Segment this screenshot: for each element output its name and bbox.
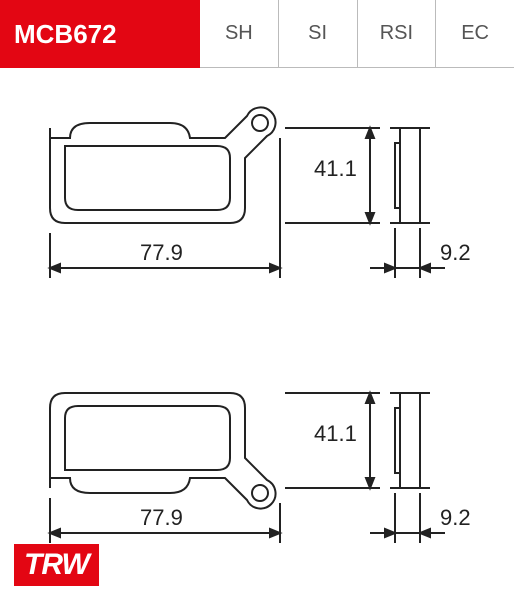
header-bar: MCB672 SH SI RSI EC [0,0,514,68]
tab-sh: SH [200,0,278,68]
product-diagram-card: MCB672 SH SI RSI EC [0,0,514,600]
dim-height-bottom: 41.1 [314,421,357,447]
tab-si: SI [278,0,357,68]
tab-rsi: RSI [357,0,436,68]
tab-ec: EC [435,0,514,68]
technical-drawing: 41.1 77.9 9.2 41.1 77.9 9.2 TRW [0,68,514,600]
dim-width-bottom: 77.9 [140,505,183,531]
part-number: MCB672 [0,0,200,68]
drawing-svg [0,68,514,600]
dim-thickness-bottom: 9.2 [440,505,471,531]
brand-logo: TRW [14,544,99,586]
variant-tabs: SH SI RSI EC [200,0,514,68]
dim-width-top: 77.9 [140,240,183,266]
dim-thickness-top: 9.2 [440,240,471,266]
dim-height-top: 41.1 [314,156,357,182]
